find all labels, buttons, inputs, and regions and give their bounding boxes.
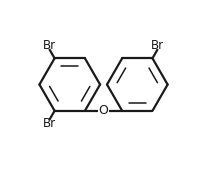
Text: Br: Br bbox=[43, 117, 56, 130]
Text: Br: Br bbox=[151, 39, 164, 52]
Text: O: O bbox=[99, 104, 108, 117]
Text: Br: Br bbox=[43, 39, 56, 52]
